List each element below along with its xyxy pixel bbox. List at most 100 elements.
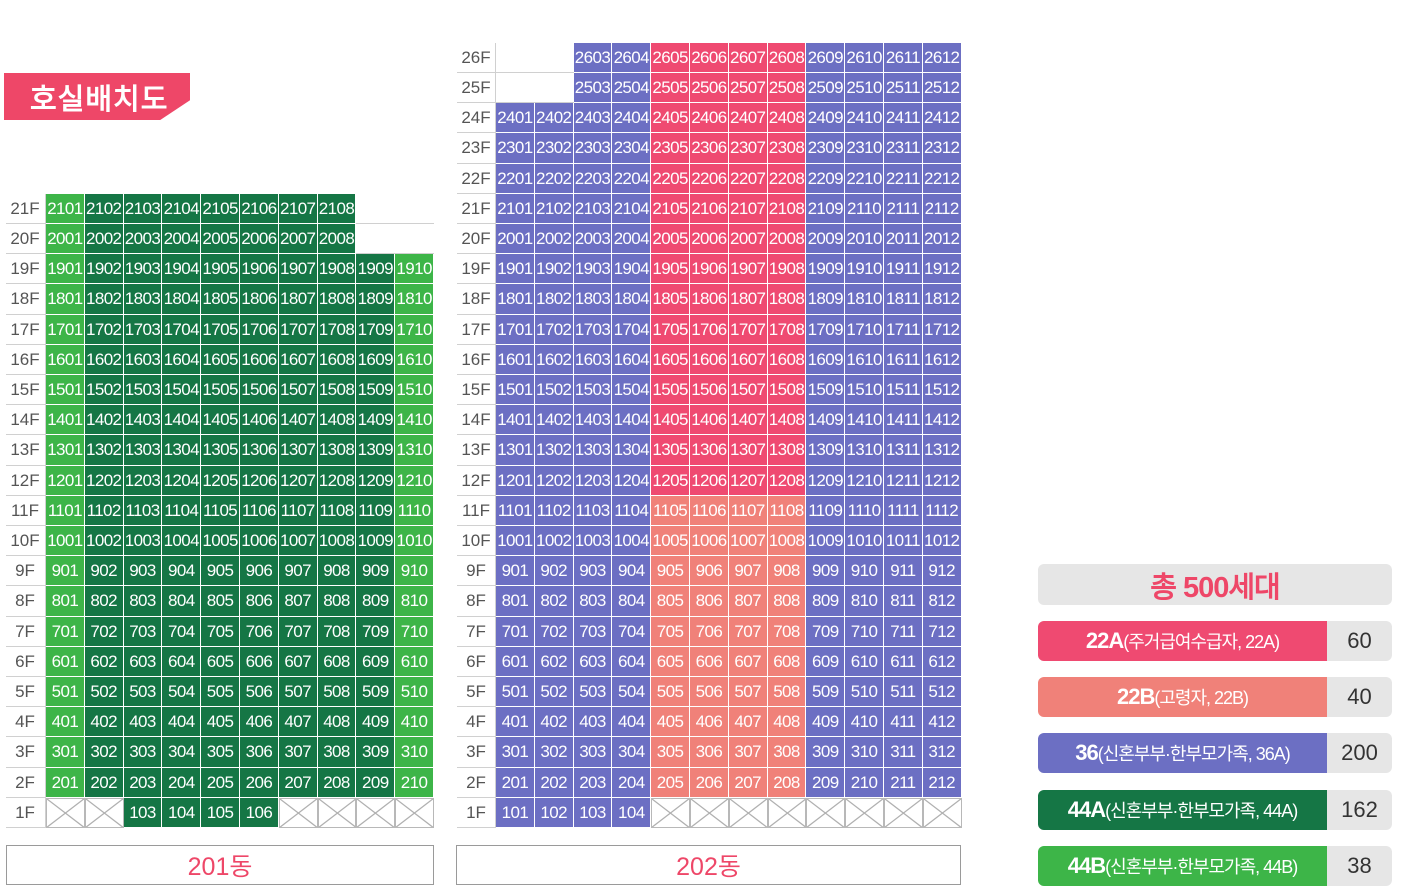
unit-cell: 1607 <box>278 344 318 375</box>
unit-cell: 2311 <box>884 133 923 164</box>
floor-label: 12F <box>10 470 40 490</box>
unit-cell: 1109 <box>806 495 846 526</box>
unit-cell: 1509 <box>356 375 396 406</box>
unit-cell: 1508 <box>767 375 807 406</box>
cross-icon <box>396 798 433 827</box>
unit-cell: 105 <box>201 797 240 828</box>
unit-cell: 1705 <box>201 314 240 345</box>
unit-cell: 1309 <box>806 435 846 466</box>
unit-cell: 303 <box>123 737 163 768</box>
unit-cell: 2103 <box>573 193 613 224</box>
floor-label: 1F <box>15 802 35 822</box>
unit-cell: 1906 <box>240 254 279 285</box>
unit-cell: 608 <box>317 646 357 677</box>
unit-cell: 2403 <box>573 103 613 134</box>
unit-cell: 301 <box>496 737 535 768</box>
unit-cell: 104 <box>612 797 652 828</box>
unit-cell: 1111 <box>884 495 923 526</box>
unit-cell: 508 <box>767 677 807 708</box>
unit-cell: 2607 <box>728 42 768 73</box>
unit-cell: 406 <box>240 707 279 738</box>
unit-cell: 2103 <box>123 193 163 224</box>
unit-cell: 1310 <box>395 435 434 466</box>
unit-cell: 1004 <box>162 526 202 557</box>
unit-cell: 204 <box>612 767 652 798</box>
floor-label: 15F <box>461 380 491 399</box>
unit-cell: 1308 <box>767 435 807 466</box>
unit-cell: 1909 <box>356 254 396 285</box>
unit-cell: 1803 <box>123 284 163 315</box>
unit-cell: 2309 <box>806 133 846 164</box>
unit-cell: 210 <box>845 767 884 798</box>
unit-cell: 2404 <box>612 103 652 134</box>
unit-cell: 403 <box>573 707 613 738</box>
unit-cell: 2001 <box>496 224 535 255</box>
unit-cell: 2104 <box>612 193 652 224</box>
unit-cell: 305 <box>651 737 690 768</box>
unit-cell: 506 <box>240 677 279 708</box>
unit-cell: 902 <box>84 556 124 587</box>
unit-cell: 401 <box>496 707 535 738</box>
unit-cell: 2005 <box>651 224 690 255</box>
unit-cell: 610 <box>845 646 884 677</box>
unit-cell: 210 <box>395 767 434 798</box>
unit-cell: 307 <box>278 737 318 768</box>
legend-row-44a: 44A (신혼부부·한부모가족, 44A) 162 <box>1038 790 1392 830</box>
unit-cell: 611 <box>884 646 923 677</box>
unit-cell: 803 <box>123 586 163 617</box>
unit-cell: 209 <box>806 767 846 798</box>
unit-cell: 604 <box>162 646 202 677</box>
unit-cell: 408 <box>767 707 807 738</box>
unit-cell: 511 <box>884 677 923 708</box>
unit-cell: 401 <box>46 707 85 738</box>
unit-cell: 1207 <box>278 465 318 496</box>
unit-cell: 705 <box>201 616 240 647</box>
unit-cell: 2508 <box>767 73 807 104</box>
unit-cell: 710 <box>845 616 884 647</box>
floor-label: 10F <box>461 531 491 550</box>
unit-cell: 1710 <box>845 314 884 345</box>
unit-cell: 1507 <box>728 375 768 406</box>
unit-cell: 602 <box>534 646 574 677</box>
unit-cell: 708 <box>317 616 357 647</box>
unit-cell: 2305 <box>651 133 690 164</box>
unit-cell: 1802 <box>534 284 574 315</box>
unit-cell: 1904 <box>162 254 202 285</box>
floor-label: 9F <box>466 561 486 581</box>
unit-cell: 1004 <box>612 526 652 557</box>
unit-cell: 510 <box>845 677 884 708</box>
unit-cell: 711 <box>884 616 923 647</box>
unit-cell: 2201 <box>496 163 535 194</box>
unit-cell: 804 <box>612 586 652 617</box>
floor-label: 19F <box>10 259 40 279</box>
unit-cell: 1202 <box>534 465 574 496</box>
unit-cell: 304 <box>162 737 202 768</box>
unit-cell: 801 <box>496 586 535 617</box>
unit-cell: 1603 <box>573 344 613 375</box>
unit-cell: 2112 <box>922 193 962 224</box>
legend-count: 162 <box>1327 790 1392 830</box>
cross-icon <box>279 798 317 827</box>
unit-cell: 1307 <box>278 435 318 466</box>
unit-cell: 1002 <box>534 526 574 557</box>
unit-cell: 1104 <box>162 495 202 526</box>
unit-cell: 2110 <box>845 193 884 224</box>
unit-cell: 1709 <box>806 314 846 345</box>
legend-desc: (고령자, 22B) <box>1154 688 1249 708</box>
unit-cell: 1308 <box>317 435 357 466</box>
unit-cell: 1302 <box>534 435 574 466</box>
unit-cell: 106 <box>240 797 279 828</box>
legend-desc: (신혼부부·한부모가족, 44B) <box>1105 857 1298 877</box>
floor-label: 17F <box>461 319 491 339</box>
unit-cell: 808 <box>767 586 807 617</box>
unit-cell: 1610 <box>845 344 884 375</box>
unit-cell: 408 <box>317 707 357 738</box>
unit-cell: 1201 <box>496 465 535 496</box>
unit-cell: 1409 <box>806 405 846 436</box>
floor-label: 24F <box>461 108 491 128</box>
unit-cell: 702 <box>534 616 574 647</box>
unit-cell: 705 <box>651 616 690 647</box>
unit-cell: 506 <box>690 677 729 708</box>
floor-label: 10F <box>10 531 40 550</box>
unit-cell: 907 <box>278 556 318 587</box>
